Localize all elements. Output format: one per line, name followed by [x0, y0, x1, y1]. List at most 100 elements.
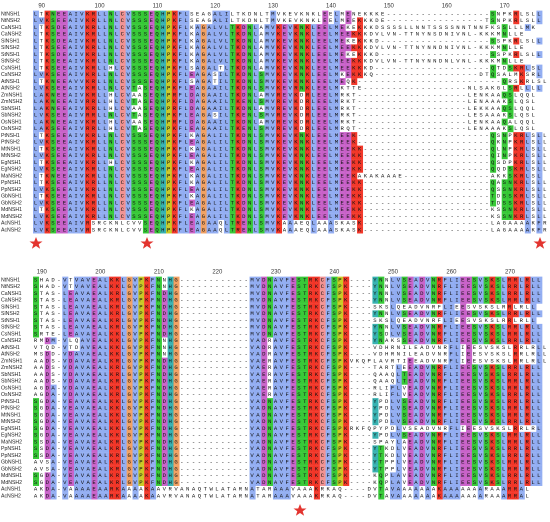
residue-cell — [160, 37, 167, 45]
residue-cell — [425, 485, 432, 493]
residue-cell — [519, 71, 526, 79]
residue-cell — [119, 159, 126, 166]
residue-cell — [267, 283, 274, 291]
residue-cell — [255, 317, 262, 324]
residue-cell — [103, 404, 110, 412]
residue-cell — [252, 64, 259, 72]
residue-cell — [519, 213, 526, 220]
residue-cell — [308, 458, 315, 466]
sequence-row: LAKNEEAIVKRLLHLCVAASEQHPRFLDAGAAILTKDNLA… — [34, 91, 535, 98]
residue-cell — [85, 323, 92, 331]
residue-cell — [389, 398, 397, 405]
residue-cell — [148, 98, 155, 106]
residue-cell — [67, 226, 74, 234]
residue-cell — [206, 186, 213, 193]
residue-cell — [322, 91, 329, 99]
residue-cell — [132, 364, 139, 372]
residue-cell — [249, 479, 256, 486]
residue-cell — [310, 84, 317, 92]
residue-cell — [310, 165, 317, 173]
residue-cell — [313, 492, 320, 500]
residue-cell — [333, 199, 340, 207]
residue-cell — [131, 132, 138, 139]
residue-cell — [97, 364, 104, 372]
residue-cell — [343, 377, 350, 385]
residue-cell — [337, 445, 344, 453]
residue-cell — [154, 30, 161, 38]
residue-cell — [102, 132, 109, 139]
residue-cell — [296, 445, 303, 453]
residue-cell — [177, 152, 184, 160]
residue-cell — [212, 165, 219, 173]
residue-cell — [466, 445, 473, 453]
residue-cell — [161, 371, 168, 378]
residue-cell — [148, 172, 155, 180]
residue-cell — [281, 78, 288, 85]
residue-cell — [343, 303, 350, 311]
residue-cell — [171, 145, 178, 153]
residue-cell — [343, 411, 350, 419]
residue-cell — [229, 125, 236, 133]
residue-cell — [183, 91, 190, 99]
residue-cell — [114, 64, 120, 72]
residue-cell — [161, 411, 168, 419]
residue-cell — [337, 458, 344, 466]
residue-cell — [281, 91, 288, 99]
residue-cell — [50, 452, 57, 459]
residue-cell — [270, 64, 277, 72]
residue-cell — [173, 431, 180, 439]
residue-cell — [255, 411, 262, 419]
residue-cell — [114, 71, 120, 79]
residue-cell — [90, 179, 97, 187]
residue-cell — [131, 125, 138, 133]
residue-cell — [44, 24, 51, 31]
residue-cell — [155, 303, 162, 311]
residue-cell — [513, 165, 520, 173]
residue-cell — [97, 290, 104, 297]
residue-cell — [103, 411, 110, 419]
residue-cell — [50, 51, 57, 58]
residue-cell — [33, 296, 40, 304]
residue-cell — [97, 337, 104, 345]
residue-cell — [189, 138, 196, 146]
residue-cell — [171, 118, 178, 126]
residue-cell — [103, 384, 110, 392]
residue-cell — [183, 159, 190, 166]
residue-cell — [477, 418, 484, 426]
residue-cell — [206, 91, 213, 99]
residue-cell — [85, 30, 92, 38]
residue-cell — [287, 91, 294, 99]
residue-cell — [278, 438, 285, 446]
residue-cell — [235, 132, 242, 139]
residue-cell — [302, 344, 309, 351]
residue-cell — [195, 145, 202, 153]
residue-cell — [471, 431, 478, 439]
residue-cell — [281, 152, 288, 160]
residue-cell — [310, 159, 317, 166]
residue-cell — [287, 145, 294, 153]
residue-cell — [337, 479, 344, 486]
residue-cell — [345, 159, 352, 166]
residue-cell — [261, 317, 268, 324]
residue-cell — [154, 57, 161, 65]
residue-cell — [171, 64, 178, 72]
residue-cell — [218, 159, 225, 166]
residue-cell — [73, 118, 80, 126]
residue-cell — [466, 350, 473, 358]
residue-cell — [407, 431, 414, 439]
residue-cell — [278, 371, 285, 378]
residue-cell — [102, 105, 109, 112]
residue-cell — [218, 37, 225, 45]
sequence-name: MtNSH1 — [1, 412, 21, 418]
residue-cell — [293, 192, 300, 200]
residue-cell — [258, 186, 265, 193]
residue-cell — [351, 44, 358, 52]
residue-cell — [173, 384, 180, 392]
residue-cell — [119, 192, 126, 200]
residue-cell — [413, 283, 420, 291]
residue-cell — [33, 303, 40, 311]
residue-cell — [126, 364, 133, 372]
residue-cell — [167, 290, 174, 297]
residue-cell — [154, 192, 161, 200]
residue-cell — [73, 179, 80, 187]
